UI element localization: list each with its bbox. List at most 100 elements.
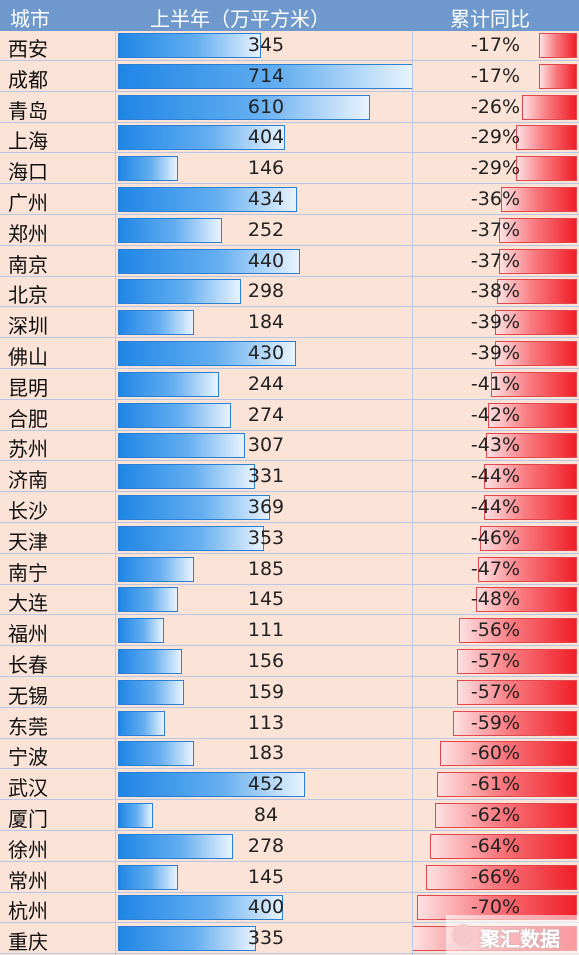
city-label: 常州 (8, 868, 48, 893)
yoy-label: -29% (470, 157, 520, 180)
city-label: 大连 (8, 591, 48, 616)
city-label: 上海 (8, 129, 48, 154)
value-bar (118, 371, 219, 397)
value-label: 440 (247, 249, 285, 272)
yoy-label: -46% (470, 526, 520, 549)
yoy-bar (425, 864, 577, 890)
table-row: 徐州 278 -64% (0, 831, 579, 862)
table-row: 长春 156 -57% (0, 647, 579, 677)
yoy-bar (496, 279, 577, 305)
yoy-bar (480, 525, 577, 551)
value-label: 274 (247, 403, 285, 426)
value-label: 610 (247, 95, 285, 118)
value-label: 244 (247, 372, 285, 395)
value-bar (118, 310, 195, 336)
value-label: 434 (247, 188, 285, 210)
city-label: 济南 (8, 468, 48, 493)
table-row: 济南 331 -44% (0, 462, 579, 493)
yoy-label: -64% (470, 834, 520, 857)
value-bar (118, 433, 245, 459)
value-bar (118, 679, 184, 705)
value-label: 714 (247, 64, 285, 87)
value-bar (118, 803, 153, 828)
watermark-logo-icon (452, 924, 474, 946)
yoy-label: -56% (470, 619, 520, 642)
value-bar (118, 125, 285, 151)
value-label: 335 (247, 927, 285, 950)
value-bar (118, 217, 223, 243)
table-row: 东莞 113 -59% (0, 708, 579, 739)
table-row: 大连 145 -48% (0, 585, 579, 616)
yoy-bar (484, 464, 577, 490)
value-label: 369 (247, 496, 285, 518)
city-label: 福州 (8, 622, 48, 647)
header-city: 城市 (10, 7, 50, 31)
table-row: 昆明 244 -41% (0, 369, 579, 400)
table-row: 成都 714 -17% (0, 61, 579, 92)
value-bar (118, 926, 257, 952)
yoy-label: -36% (470, 188, 520, 210)
value-label: 159 (247, 680, 285, 703)
table-row: 深圳 184 -39% (0, 308, 579, 339)
yoy-bar (475, 587, 577, 613)
yoy-bar (515, 125, 577, 151)
table-row: 无锡 159 -57% (0, 677, 579, 708)
yoy-label: -70% (470, 896, 520, 919)
value-label: 278 (247, 834, 285, 857)
city-label: 南京 (8, 252, 48, 277)
yoy-bar (488, 402, 577, 428)
yoy-bar (456, 679, 577, 705)
yoy-bar (434, 803, 577, 828)
table-row: 北京 298 -38% (0, 277, 579, 308)
yoy-bar (437, 772, 577, 798)
yoy-label: -39% (470, 311, 520, 334)
value-bar (118, 63, 413, 89)
value-label: 111 (247, 619, 285, 642)
value-bar (118, 402, 232, 428)
value-label: 113 (247, 711, 285, 734)
value-label: 146 (247, 157, 285, 180)
yoy-label: -17% (470, 64, 520, 87)
yoy-label: -57% (470, 650, 520, 672)
city-label: 西安 (8, 37, 48, 61)
city-label: 青岛 (8, 98, 48, 123)
yoy-label: -48% (470, 588, 520, 611)
value-label: 400 (247, 896, 285, 919)
value-label: 145 (247, 588, 285, 611)
yoy-label: -57% (470, 680, 520, 703)
value-label: 184 (247, 311, 285, 334)
value-bar (118, 94, 371, 120)
yoy-bar (458, 618, 577, 644)
value-bar (118, 710, 165, 736)
value-label: 84 (253, 804, 279, 826)
value-label: 430 (247, 342, 285, 364)
city-label: 南宁 (8, 560, 48, 585)
yoy-label: -17% (470, 34, 520, 56)
column-divider-2 (412, 31, 413, 955)
city-label: 昆明 (8, 375, 48, 400)
yoy-bar (486, 433, 577, 459)
value-label: 353 (247, 526, 285, 549)
city-label: 东莞 (8, 714, 48, 739)
value-bar (118, 772, 305, 798)
value-bar (118, 341, 296, 366)
value-bar (118, 279, 242, 305)
yoy-bar (456, 649, 577, 674)
yoy-label: -37% (470, 249, 520, 272)
city-label: 无锡 (8, 683, 48, 708)
value-bar (118, 587, 178, 613)
yoy-label: -39% (470, 342, 520, 364)
table-row: 天津 353 -46% (0, 523, 579, 554)
yoy-label: -41% (470, 372, 520, 395)
city-label: 宁波 (8, 745, 48, 770)
yoy-bar (499, 217, 577, 243)
value-bar (118, 187, 298, 212)
column-divider-1 (115, 31, 116, 955)
city-label: 海口 (8, 160, 48, 185)
value-label: 345 (247, 34, 285, 56)
table-row: 郑州 252 -37% (0, 215, 579, 246)
table-row: 南宁 185 -47% (0, 554, 579, 585)
watermark-text: 聚汇数据 (480, 927, 560, 951)
city-label: 佛山 (8, 345, 48, 369)
value-label: 298 (247, 280, 285, 303)
